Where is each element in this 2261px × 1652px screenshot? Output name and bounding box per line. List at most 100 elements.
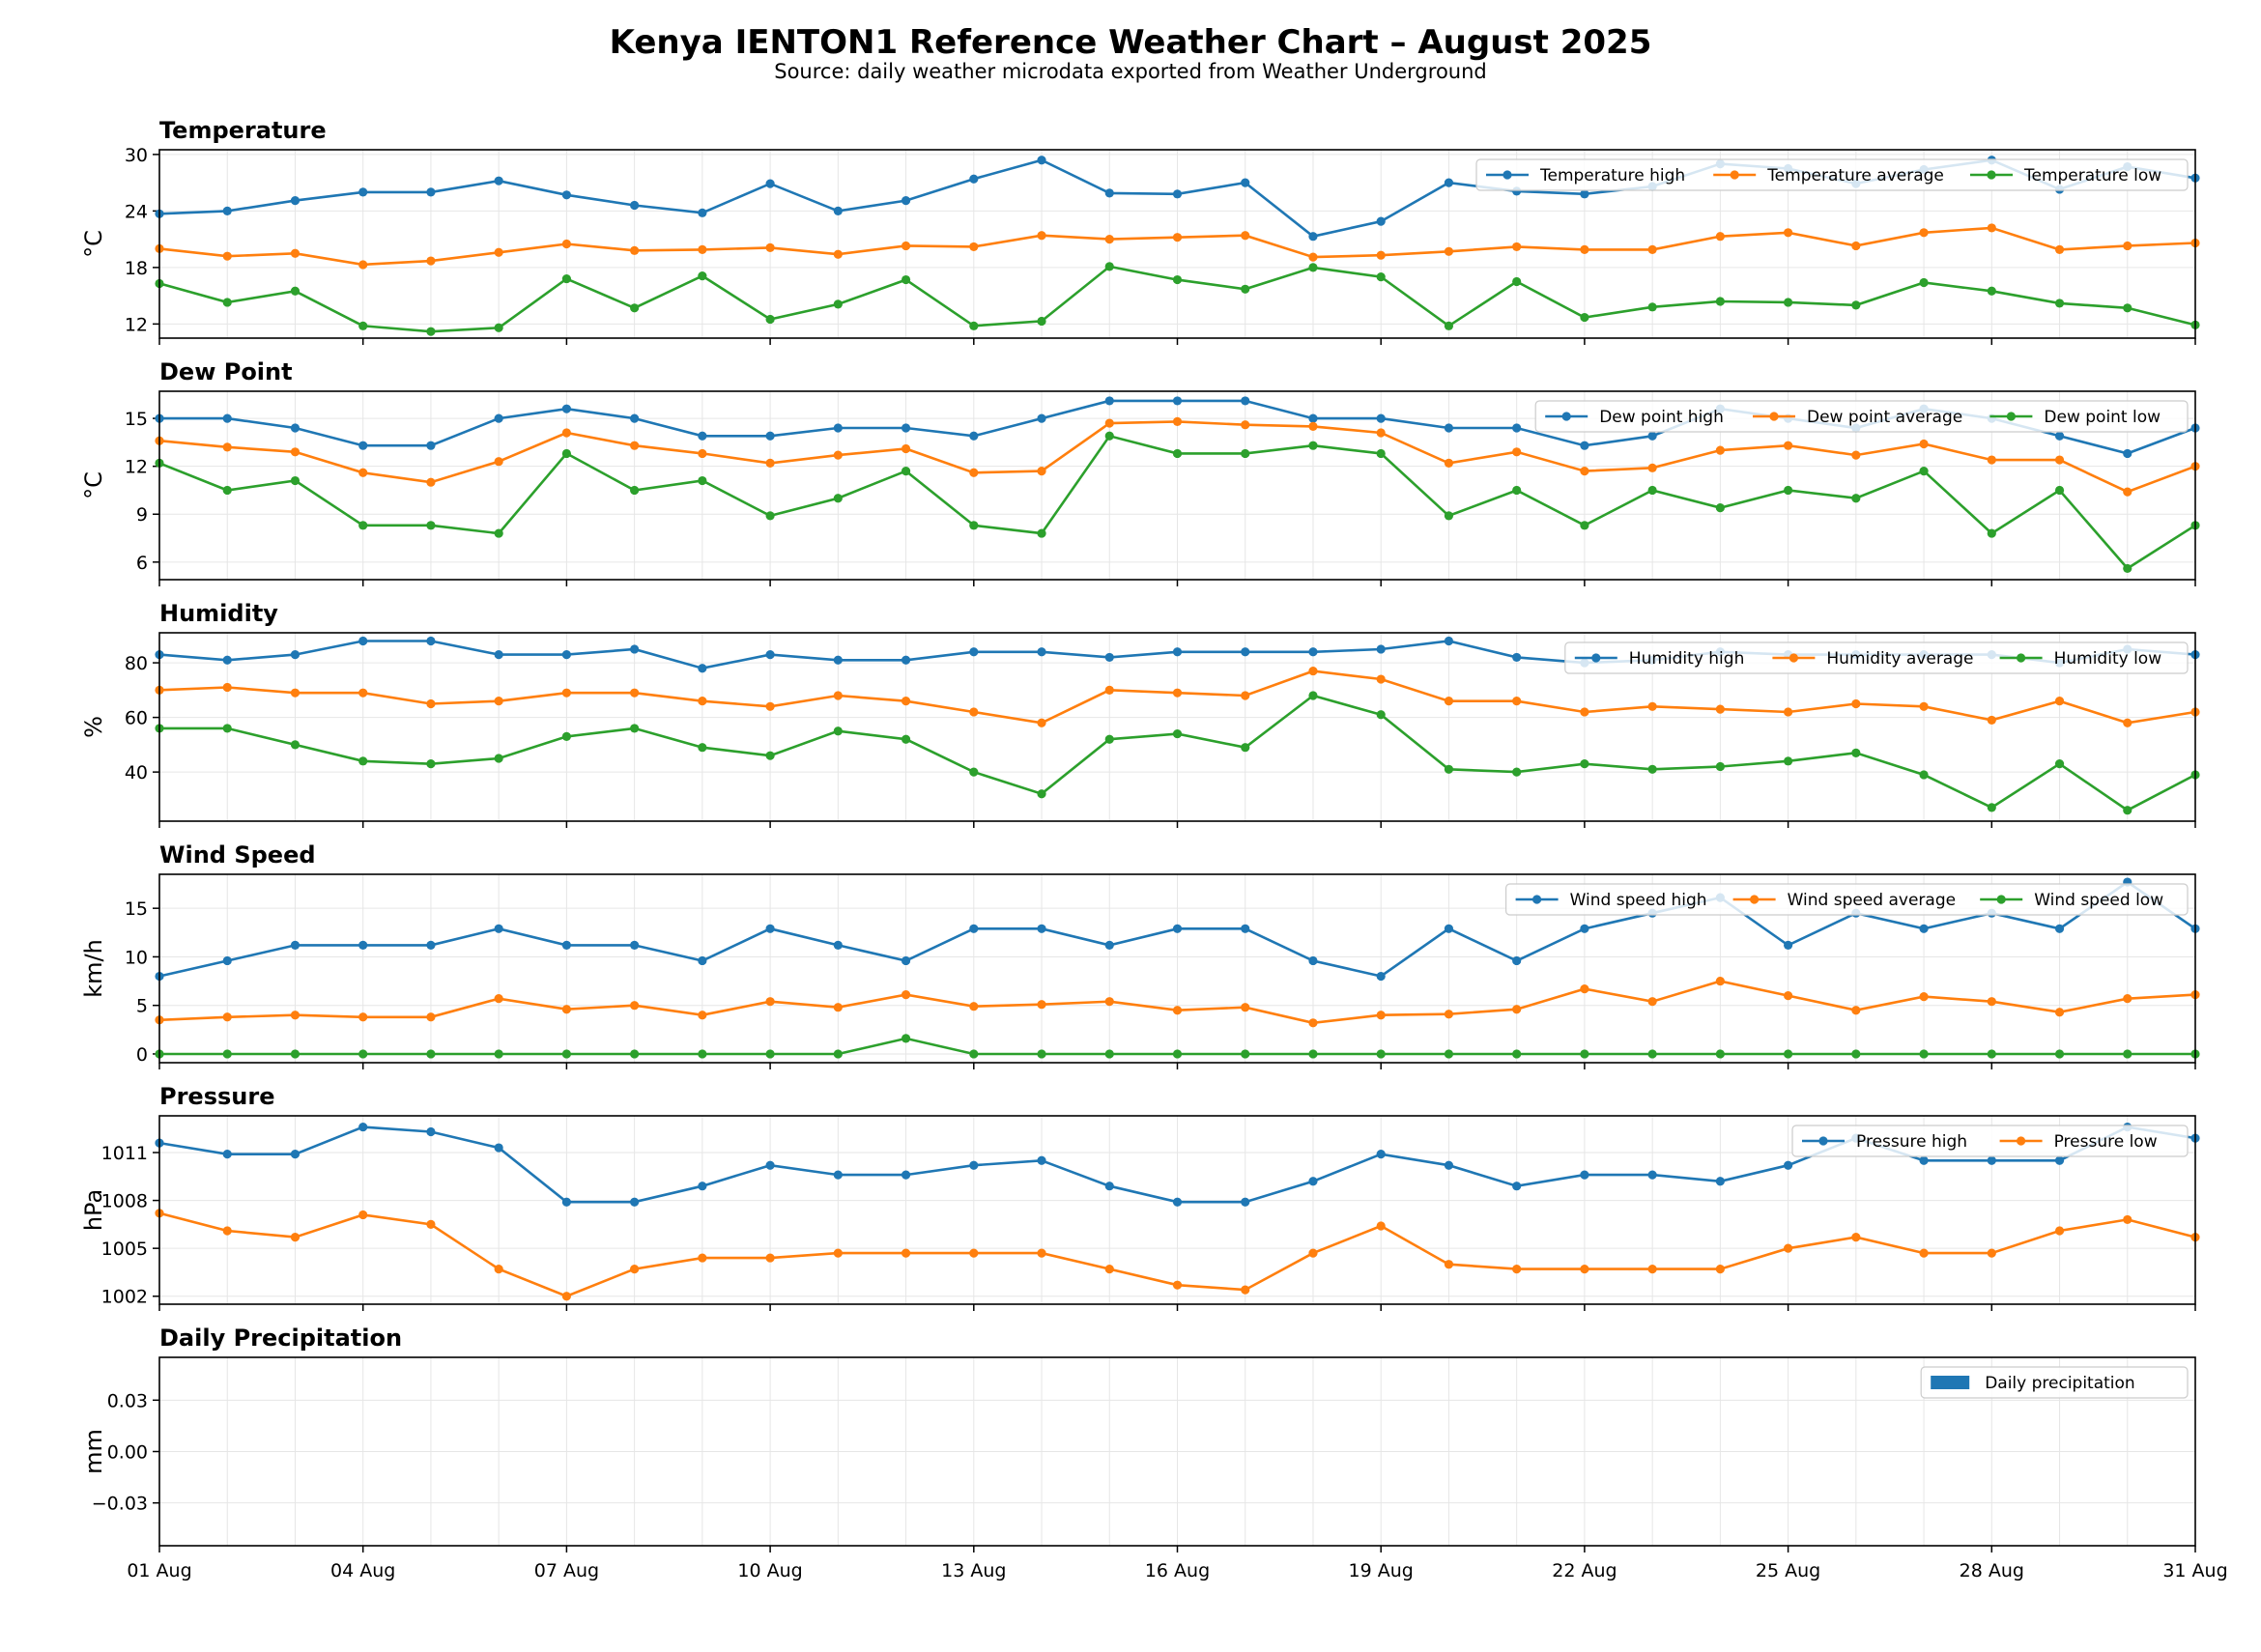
legend-label: Temperature low [2023, 166, 2161, 185]
y-tick-label: 18 [125, 258, 148, 279]
data-point [833, 1170, 843, 1180]
data-point [426, 441, 436, 450]
data-point [358, 688, 368, 698]
data-point [1851, 494, 1861, 503]
data-point [630, 1049, 640, 1059]
data-point [901, 955, 911, 966]
data-point [1580, 521, 1589, 530]
data-point [1376, 1011, 1386, 1020]
x-tick-label: 07 Aug [534, 1560, 599, 1581]
data-point [833, 494, 843, 503]
data-point [765, 511, 775, 521]
data-point [426, 256, 436, 266]
data-point [765, 458, 775, 468]
data-point [1308, 421, 1318, 431]
data-point [494, 924, 503, 933]
data-point [561, 1005, 572, 1014]
data-point [1647, 302, 1657, 312]
data-point [698, 743, 707, 753]
data-point [1784, 1049, 1793, 1059]
data-point [1037, 789, 1046, 799]
y-tick-label: 5 [136, 996, 148, 1017]
x-tick-label: 13 Aug [941, 1560, 1006, 1581]
data-point [426, 327, 436, 336]
legend-label: Temperature average [1766, 166, 1944, 185]
data-point [2054, 924, 2065, 933]
data-point [1919, 924, 1929, 933]
data-point [1784, 1160, 1793, 1170]
data-point [1376, 216, 1386, 226]
data-point [1241, 924, 1250, 933]
data-point [290, 475, 301, 486]
data-point [222, 298, 232, 307]
data-point [1919, 467, 1929, 476]
data-point [290, 940, 301, 950]
chart-subtitle: Source: daily weather microdata exported… [774, 60, 1487, 83]
data-point [1919, 1049, 1929, 1059]
data-point [969, 1002, 979, 1011]
data-point [1580, 1265, 1589, 1274]
data-point [2054, 431, 2065, 441]
data-point [1241, 1197, 1250, 1207]
data-point [290, 688, 301, 698]
data-point [1987, 528, 1996, 538]
data-point [1784, 228, 1793, 238]
data-point [561, 731, 572, 741]
data-point [1919, 439, 1929, 449]
y-tick-label: 60 [125, 708, 148, 729]
legend-label: Wind speed average [1788, 891, 1956, 910]
data-point [698, 697, 707, 706]
data-point [358, 1122, 368, 1132]
data-point [901, 241, 911, 251]
data-point [1172, 1280, 1183, 1290]
x-tick-label: 16 Aug [1145, 1560, 1210, 1581]
data-point [1241, 1285, 1250, 1295]
data-point [1715, 445, 1725, 455]
data-point [765, 431, 775, 441]
data-point [2123, 303, 2132, 313]
data-point [1512, 485, 1522, 496]
data-point [969, 1049, 979, 1059]
data-point [1104, 997, 1114, 1007]
data-point [969, 431, 979, 441]
data-point [1919, 1155, 1929, 1165]
data-point [1172, 688, 1183, 698]
panel-title: Pressure [159, 1083, 274, 1110]
data-point [2054, 1049, 2065, 1059]
data-point [290, 740, 301, 750]
legend: Dew point high Dew point average Dew point… [1534, 400, 2189, 433]
legend-swatch [1931, 1376, 1970, 1389]
legend-box [1504, 883, 2189, 916]
legend-marker [1987, 170, 1996, 180]
legend-label: Pressure high [1856, 1132, 1967, 1152]
data-point [765, 179, 775, 188]
data-point [1241, 1003, 1250, 1012]
y-tick-label: 1011 [101, 1143, 148, 1164]
data-point [1308, 1018, 1318, 1028]
y-tick-label: 15 [125, 898, 148, 920]
data-point [901, 274, 911, 285]
data-point [1784, 485, 1793, 496]
data-point [630, 303, 640, 313]
data-point [1647, 1265, 1657, 1274]
data-point [630, 441, 640, 450]
data-point [290, 1150, 301, 1159]
data-point [1241, 396, 1250, 406]
data-point [630, 688, 640, 698]
data-point [1376, 1150, 1386, 1159]
data-point [630, 200, 640, 211]
data-point [630, 1001, 640, 1011]
data-point [2054, 244, 2065, 254]
data-point [1512, 1005, 1522, 1014]
data-point [1580, 441, 1589, 450]
panel-title: Temperature [159, 117, 327, 144]
data-point [222, 1012, 232, 1022]
data-point [833, 1003, 843, 1012]
data-point [1104, 1265, 1114, 1274]
data-point [561, 448, 572, 459]
data-point [1104, 734, 1114, 744]
data-point [494, 1049, 503, 1059]
data-point [1376, 674, 1386, 684]
y-tick-label: 24 [125, 201, 148, 222]
